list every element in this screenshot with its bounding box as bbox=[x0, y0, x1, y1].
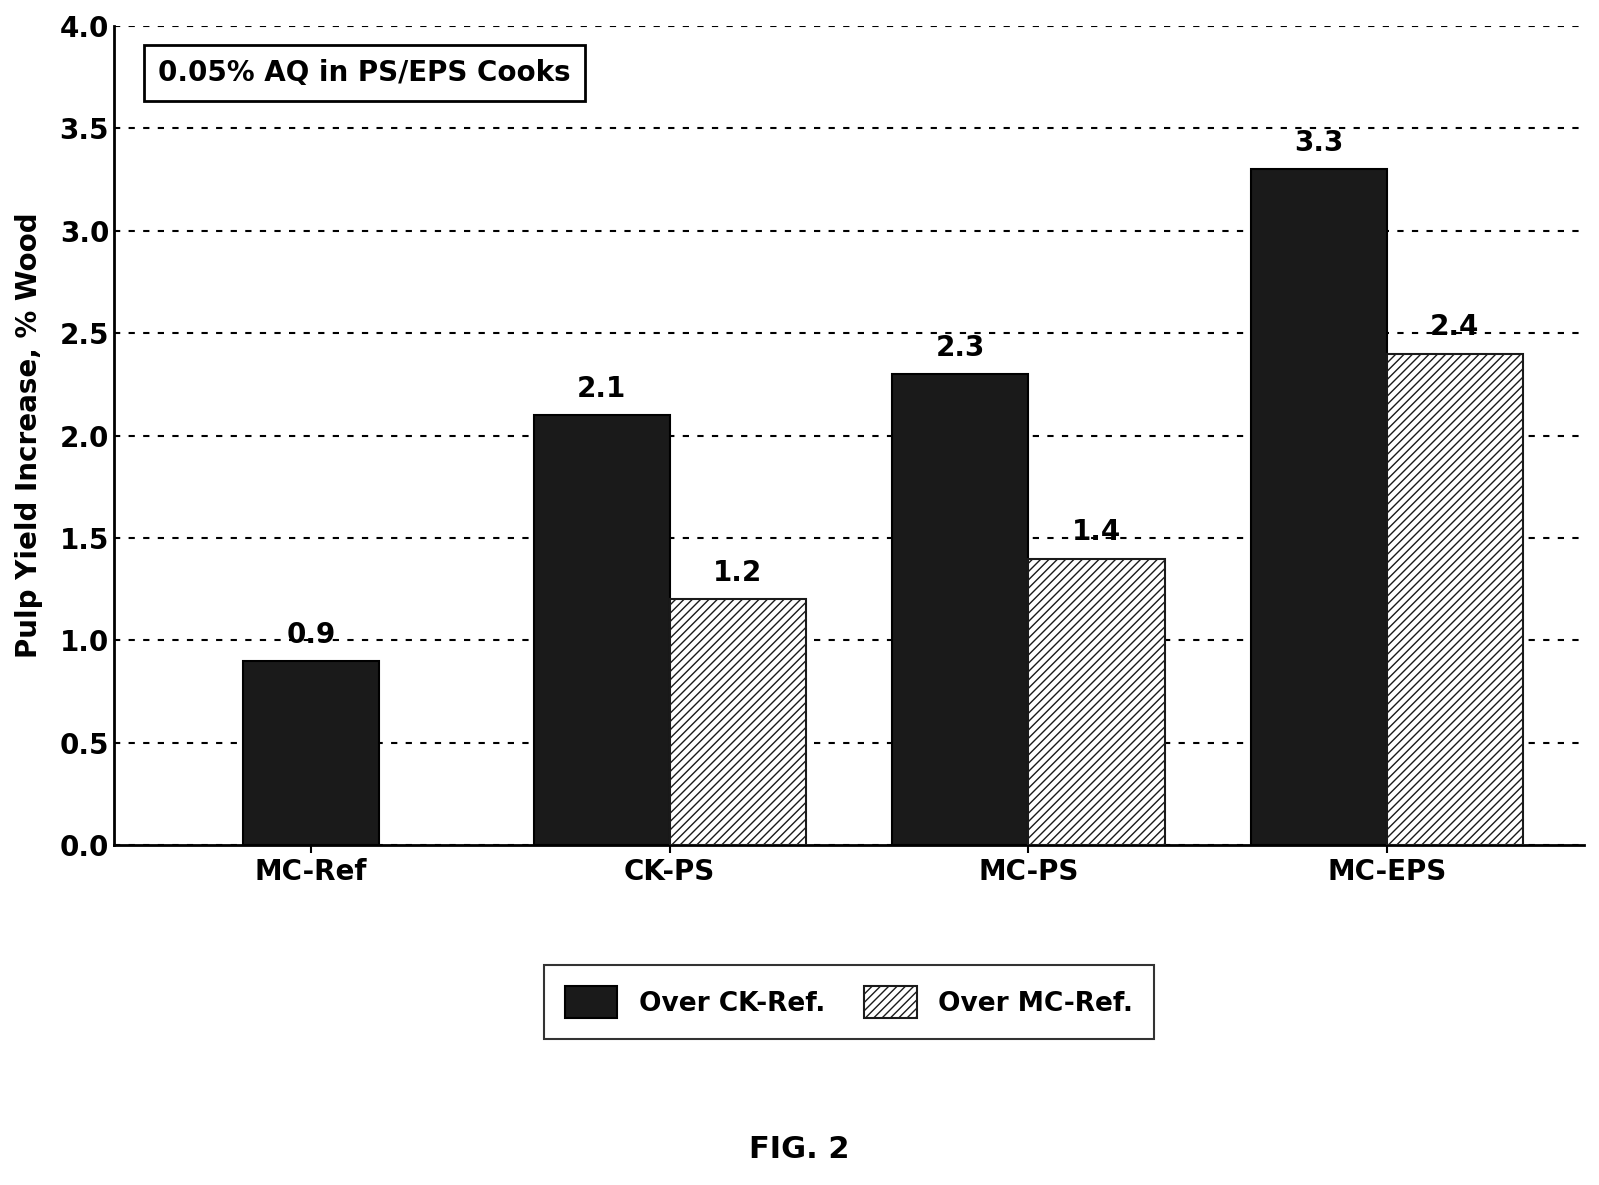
Bar bbox=[1250, 169, 1386, 845]
Bar bbox=[670, 600, 806, 845]
Bar bbox=[1386, 353, 1524, 845]
Text: 1.4: 1.4 bbox=[1071, 518, 1121, 546]
Text: 0.9: 0.9 bbox=[286, 621, 336, 648]
Bar bbox=[1028, 558, 1164, 845]
Legend: Over CK-Ref., Over MC-Ref.: Over CK-Ref., Over MC-Ref. bbox=[544, 965, 1154, 1039]
Bar bbox=[534, 415, 670, 845]
Text: 1.2: 1.2 bbox=[713, 559, 763, 588]
Bar bbox=[892, 374, 1028, 845]
Text: FIG. 2: FIG. 2 bbox=[750, 1135, 849, 1164]
Bar bbox=[243, 661, 379, 845]
Text: 2.1: 2.1 bbox=[577, 374, 627, 403]
Text: 2.4: 2.4 bbox=[1430, 313, 1479, 341]
Y-axis label: Pulp Yield Increase, % Wood: Pulp Yield Increase, % Wood bbox=[14, 213, 43, 659]
Text: 3.3: 3.3 bbox=[1294, 129, 1343, 158]
Text: 0.05% AQ in PS/EPS Cooks: 0.05% AQ in PS/EPS Cooks bbox=[158, 59, 571, 87]
Text: 2.3: 2.3 bbox=[935, 334, 985, 361]
